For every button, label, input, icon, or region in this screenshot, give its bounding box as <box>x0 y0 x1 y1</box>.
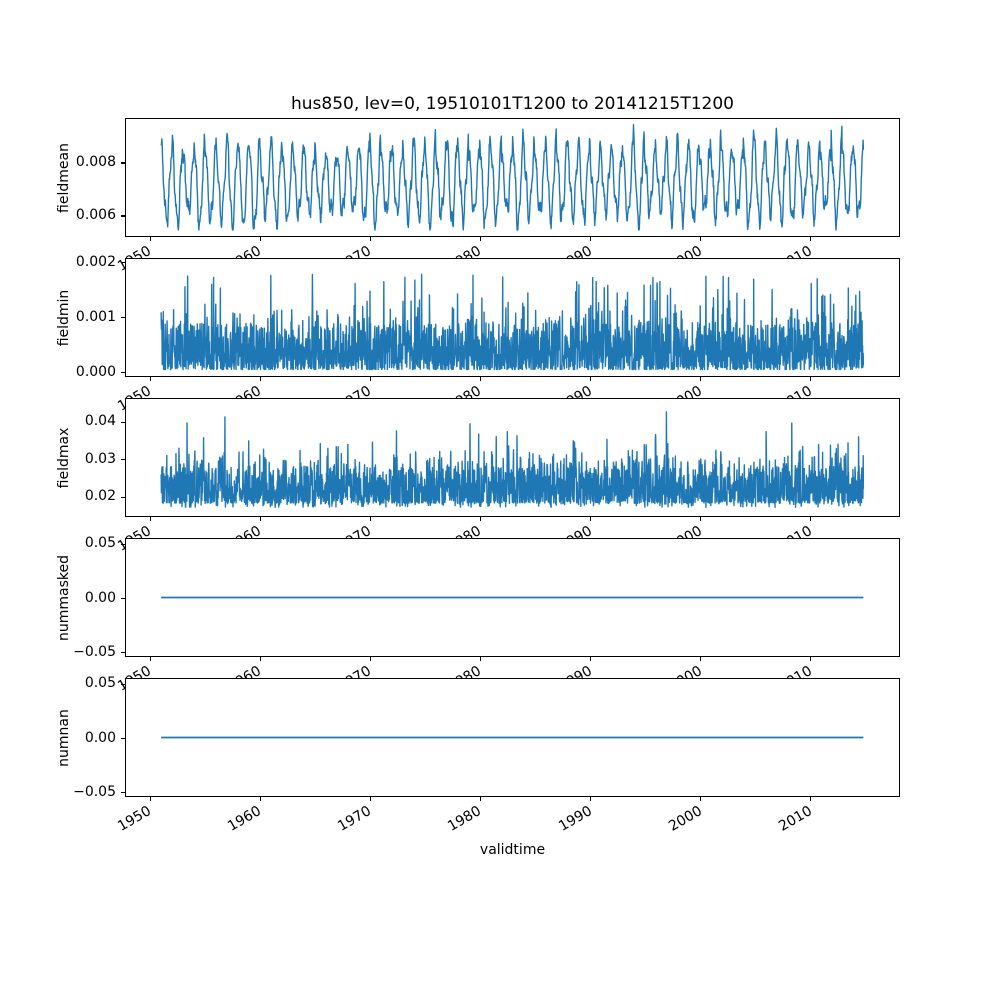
x-tick-mark <box>369 517 371 521</box>
x-tick-mark <box>810 657 812 661</box>
x-tick-mark <box>259 797 261 801</box>
y-tick-mark <box>121 496 125 498</box>
fieldmean-line-plot <box>160 124 865 231</box>
y-tick-mark <box>121 262 125 264</box>
x-tick-mark <box>479 657 482 661</box>
y-tick-label: −0.05 <box>73 643 116 660</box>
x-tick-mark <box>700 237 702 241</box>
subplot-fieldmin: fieldmin 0.0000.0010.0021950196019701980… <box>56 254 900 415</box>
x-tick-mark <box>589 797 592 801</box>
x-tick-mark <box>589 237 592 241</box>
y-tick-mark <box>121 791 125 794</box>
x-tick-mark <box>589 377 592 381</box>
x-tick-mark <box>259 517 261 521</box>
subplot-nummasked: nummasked −0.050.000.0519501960197019801… <box>56 535 900 695</box>
x-tick-mark <box>589 517 592 521</box>
y-tick-label: 0.001 <box>75 308 116 325</box>
x-tick-mark <box>810 237 812 241</box>
y-tick-label: 0.006 <box>75 207 116 223</box>
fieldmin-line-plot <box>160 273 865 371</box>
x-tick-mark <box>479 517 482 521</box>
nummasked-line-plot <box>161 596 864 599</box>
y-tick-label: 0.00 <box>84 589 116 606</box>
x-tick-mark <box>149 657 151 661</box>
x-tick-mark <box>479 797 482 801</box>
y-tick-label: 0.000 <box>75 363 116 380</box>
x-tick-label: 1960 <box>225 803 265 835</box>
x-tick-mark <box>479 237 482 241</box>
x-tick-mark <box>700 517 702 521</box>
y-tick-label: −0.05 <box>73 783 116 800</box>
x-tick-label: 1990 <box>555 803 595 835</box>
x-tick-mark <box>259 657 261 661</box>
x-tick-mark <box>369 657 371 661</box>
y-tick-mark <box>121 371 125 374</box>
y-tick-mark <box>121 651 125 654</box>
x-tick-mark <box>479 377 482 381</box>
x-axis-label: validtime <box>479 842 546 858</box>
x-tick-mark <box>810 517 812 521</box>
x-tick-mark <box>810 377 812 381</box>
fieldmax-line-plot <box>160 411 865 509</box>
x-tick-mark <box>589 657 592 661</box>
x-tick-mark <box>149 517 151 521</box>
x-tick-label: 1950 <box>115 803 155 835</box>
x-tick-mark <box>810 797 812 801</box>
y-tick-label: 0.05 <box>84 675 116 692</box>
y-tick-label: 0.03 <box>84 450 116 467</box>
y-tick-label: 0.008 <box>75 153 116 170</box>
x-tick-mark <box>700 797 702 801</box>
x-tick-label: 1980 <box>445 803 485 835</box>
x-tick-mark <box>149 377 151 381</box>
x-tick-mark <box>369 377 371 381</box>
fieldmean-line <box>160 124 865 231</box>
y-tick-label: 0.05 <box>84 535 116 552</box>
y-tick-label: 0.002 <box>75 253 116 270</box>
subplot-fieldmax: fieldmax 0.020.030.041950196019701980199… <box>56 398 900 555</box>
x-tick-mark <box>149 237 151 241</box>
numnan-line-plot <box>161 736 864 739</box>
y-tick-label: 0.02 <box>84 488 116 505</box>
x-tick-mark <box>369 237 371 241</box>
x-tick-mark <box>369 797 371 801</box>
y-tick-mark <box>121 459 125 461</box>
y-tick-label: 0.00 <box>84 729 116 746</box>
x-tick-label: 1970 <box>335 803 375 835</box>
y-tick-mark <box>121 317 125 319</box>
y-tick-mark <box>121 737 125 740</box>
y-tick-mark <box>121 162 125 164</box>
x-tick-mark <box>700 657 702 661</box>
y-tick-mark <box>121 683 125 685</box>
y-tick-mark <box>121 543 125 545</box>
subplot-fieldmean: fieldmean 0.0060.00819501960197019801990… <box>56 118 900 275</box>
x-tick-label: 2000 <box>665 803 705 835</box>
chart-title: hus850, lev=0, 19510101T1200 to 20141215… <box>291 94 734 114</box>
y-tick-mark <box>121 215 125 217</box>
subplot-numnan: numnan −0.05 0.00 0.05 1950 1960 1970 1980 1990… <box>56 675 900 835</box>
x-tick-label: 2010 <box>775 803 815 835</box>
x-tick-mark <box>149 797 151 801</box>
y-tick-mark <box>121 421 125 423</box>
fieldmin-line <box>160 273 865 371</box>
x-tick-mark <box>259 237 261 241</box>
x-tick-mark <box>259 377 261 381</box>
y-tick-label: 0.04 <box>84 413 116 430</box>
x-tick-mark <box>700 377 702 381</box>
y-tick-mark <box>121 597 125 600</box>
fieldmax-line <box>160 411 865 509</box>
